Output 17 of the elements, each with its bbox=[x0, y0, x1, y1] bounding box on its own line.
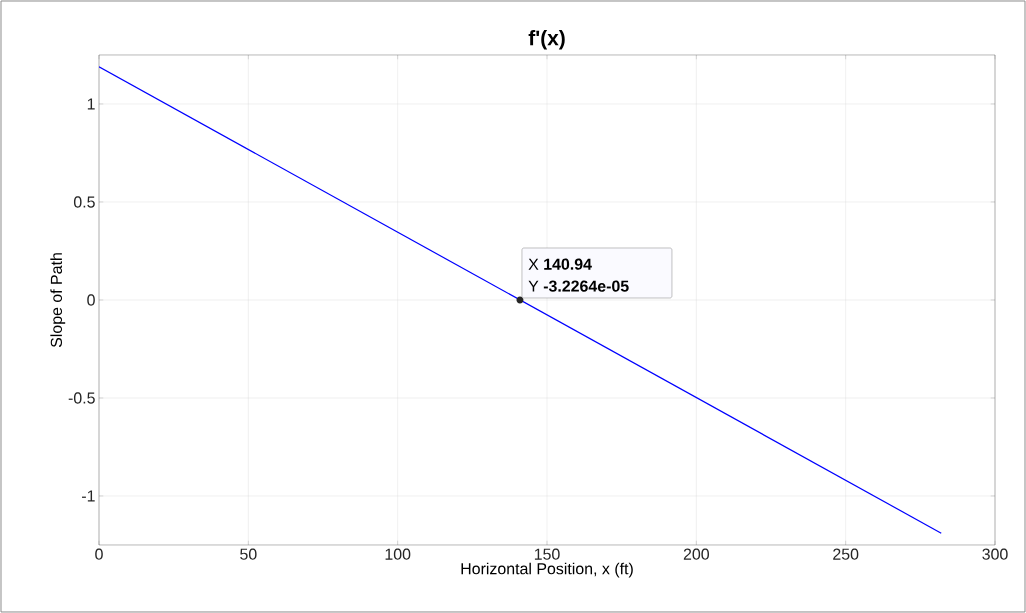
y-tick-label: 1 bbox=[87, 98, 95, 110]
y-tick-label: 0.5 bbox=[73, 196, 95, 208]
x-tick-label: 100 bbox=[385, 548, 411, 560]
x-tick-label: 150 bbox=[534, 548, 560, 560]
x-axis-title: Horizontal Position, x (ft) bbox=[461, 562, 633, 578]
x-tick-label: 250 bbox=[833, 548, 859, 560]
y-tick-label: -1 bbox=[82, 490, 95, 502]
x-tick-label: 300 bbox=[982, 548, 1008, 560]
y-tick-label: 0 bbox=[87, 294, 95, 306]
annotation: Y -3.2264e-05 bbox=[528, 280, 629, 292]
x-tick-label: 50 bbox=[240, 548, 257, 560]
y-tick-label: -0.5 bbox=[68, 392, 95, 404]
chart-title: f'(x) bbox=[528, 29, 565, 50]
y-axis-title: Slope of Path bbox=[50, 253, 66, 348]
x-tick-label: 0 bbox=[95, 548, 103, 560]
annotation: X 140.94 bbox=[528, 258, 592, 270]
x-tick-label: 200 bbox=[683, 548, 710, 560]
